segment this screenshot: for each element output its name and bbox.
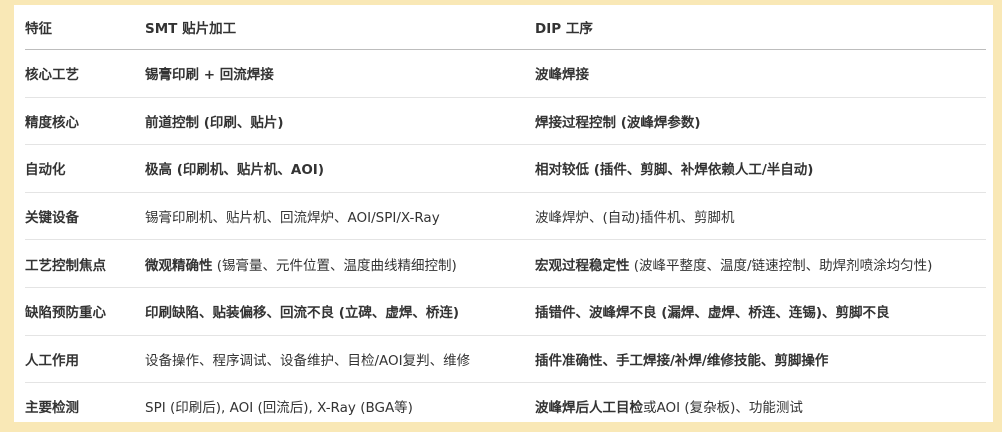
- smt-cell-text: 印刷缺陷、贴装偏移、回流不良 (立碑、虚焊、桥连): [145, 305, 460, 322]
- smt-cell-text: 锡膏印刷 + 回流焊接: [145, 67, 274, 84]
- table-header-row: 特征 SMT 贴片加工 DIP 工序: [25, 5, 986, 50]
- dip-cell-text: 波峰焊接: [535, 67, 589, 84]
- feature-cell: 人工作用: [25, 335, 145, 384]
- smt-cell: SPI (印刷后), AOI (回流后), X-Ray (BGA等): [145, 383, 535, 430]
- smt-cell: 设备操作、程序调试、设备维护、目检/AOI复判、维修: [145, 335, 535, 384]
- smt-cell-text: 极高 (印刷机、贴片机、AOI): [145, 162, 324, 179]
- header-smt: SMT 贴片加工: [145, 5, 535, 50]
- dip-cell-text: 插错件、波峰焊不良 (漏焊、虚焊、桥连、连锡)、剪脚不良: [535, 305, 890, 322]
- dip-cell: 插件准确性、手工焊接/补焊/维修技能、剪脚操作: [535, 335, 986, 384]
- smt-cell: 微观精确性 (锡膏量、元件位置、温度曲线精细控制): [145, 239, 535, 288]
- table-row: 人工作用 设备操作、程序调试、设备维护、目检/AOI复判、维修 插件准确性、手工焊接…: [25, 335, 986, 384]
- table-row: 自动化 极高 (印刷机、贴片机、AOI) 相对较低 (插件、剪脚、补焊依赖人工/半自…: [25, 144, 986, 193]
- dip-cell-text: (波峰平整度、温度/链速控制、助焊剂喷涂均匀性): [629, 257, 933, 274]
- comparison-panel: 特征 SMT 贴片加工 DIP 工序 核心工艺 锡膏印刷 + 回流焊接 波峰焊接精度…: [14, 5, 993, 422]
- dip-cell: 波峰焊接: [535, 49, 986, 98]
- table-row: 缺陷预防重心 印刷缺陷、贴装偏移、回流不良 (立碑、虚焊、桥连) 插错件、波峰焊不良…: [25, 287, 986, 336]
- table-row: 精度核心 前道控制 (印刷、贴片) 焊接过程控制 (波峰焊参数): [25, 97, 986, 146]
- header-feature: 特征: [25, 5, 145, 50]
- dip-cell-text: 相对较低 (插件、剪脚、补焊依赖人工/半自动): [535, 162, 814, 179]
- table-row: 主要检测 SPI (印刷后), AOI (回流后), X-Ray (BGA等) 波峰…: [25, 383, 986, 430]
- smt-cell: 锡膏印刷机、贴片机、回流焊炉、AOI/SPI/X-Ray: [145, 192, 535, 241]
- smt-cell-text: 微观精确性: [145, 257, 213, 274]
- smt-cell-text: 设备操作、程序调试、设备维护、目检/AOI复判、维修: [145, 352, 471, 369]
- dip-cell: 波峰焊后人工目检或AOI (复杂板)、功能测试: [535, 383, 986, 430]
- feature-cell: 关键设备: [25, 192, 145, 241]
- table-row: 核心工艺 锡膏印刷 + 回流焊接 波峰焊接: [25, 49, 986, 98]
- feature-cell: 精度核心: [25, 97, 145, 146]
- header-dip: DIP 工序: [535, 5, 986, 50]
- smt-cell: 前道控制 (印刷、贴片): [145, 97, 535, 146]
- smt-cell-text: SPI (印刷后), AOI (回流后), X-Ray (BGA等): [145, 400, 413, 417]
- smt-cell: 印刷缺陷、贴装偏移、回流不良 (立碑、虚焊、桥连): [145, 287, 535, 336]
- feature-cell: 主要检测: [25, 400, 79, 417]
- feature-cell: 核心工艺: [25, 49, 145, 98]
- dip-cell: 宏观过程稳定性 (波峰平整度、温度/链速控制、助焊剂喷涂均匀性): [535, 239, 986, 288]
- dip-cell-text: 或AOI (复杂板)、功能测试: [643, 400, 803, 417]
- smt-cell: 锡膏印刷 + 回流焊接: [145, 49, 535, 98]
- dip-cell: 波峰焊炉、(自动)插件机、剪脚机: [535, 192, 986, 241]
- feature-cell: 缺陷预防重心: [25, 287, 145, 336]
- smt-cell-text: 锡膏印刷机、贴片机、回流焊炉、AOI/SPI/X-Ray: [145, 210, 440, 227]
- comparison-table: 特征 SMT 贴片加工 DIP 工序 核心工艺 锡膏印刷 + 回流焊接 波峰焊接精度…: [25, 5, 986, 430]
- dip-cell-text: 波峰焊后人工目检: [535, 400, 643, 417]
- feature-cell: 自动化: [25, 144, 145, 193]
- dip-cell-text: 宏观过程稳定性: [535, 257, 630, 274]
- dip-cell-text: 波峰焊炉、(自动)插件机、剪脚机: [535, 210, 735, 227]
- feature-cell: 工艺控制焦点: [25, 239, 145, 288]
- smt-cell-text: (锡膏量、元件位置、温度曲线精细控制): [212, 257, 457, 274]
- dip-cell: 插错件、波峰焊不良 (漏焊、虚焊、桥连、连锡)、剪脚不良: [535, 287, 986, 336]
- table-row: 关键设备 锡膏印刷机、贴片机、回流焊炉、AOI/SPI/X-Ray 波峰焊炉、(自动…: [25, 192, 986, 241]
- smt-cell-text: 前道控制 (印刷、贴片): [145, 114, 284, 131]
- table-row: 工艺控制焦点 微观精确性 (锡膏量、元件位置、温度曲线精细控制) 宏观过程稳定性 (…: [25, 239, 986, 288]
- dip-cell: 焊接过程控制 (波峰焊参数): [535, 97, 986, 146]
- smt-cell: 极高 (印刷机、贴片机、AOI): [145, 144, 535, 193]
- dip-cell-text: 插件准确性、手工焊接/补焊/维修技能、剪脚操作: [535, 352, 829, 369]
- dip-cell: 相对较低 (插件、剪脚、补焊依赖人工/半自动): [535, 144, 986, 193]
- dip-cell-text: 焊接过程控制 (波峰焊参数): [535, 114, 701, 131]
